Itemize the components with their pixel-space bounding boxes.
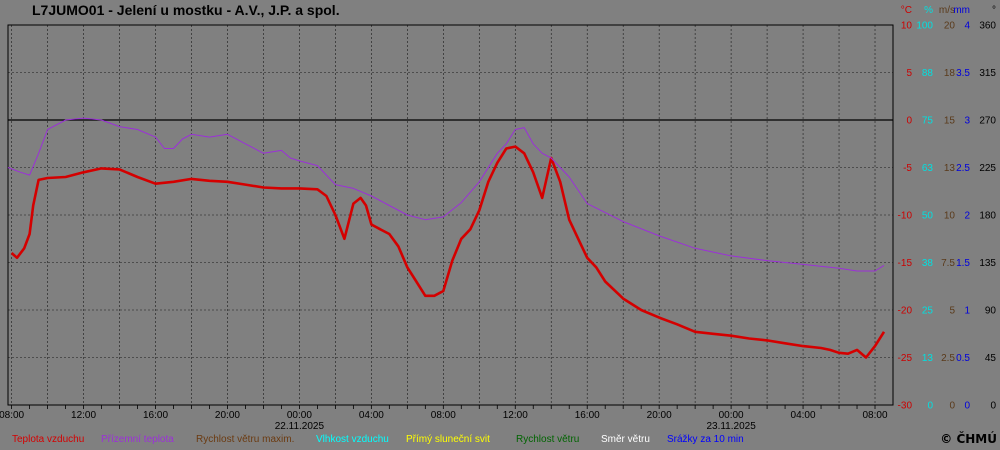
legend-item: Rychlost větru maxim.	[196, 434, 295, 445]
y-tick-label: 75	[922, 116, 934, 127]
legend-item: Teplota vzduchu	[12, 434, 85, 445]
legend-item: Přímý sluneční svit	[406, 434, 490, 445]
y-tick-label: 100	[916, 21, 933, 32]
y-tick-label: 13	[922, 353, 934, 364]
y-axis-unit: °	[992, 5, 996, 16]
series-line-ground-temperature	[7, 117, 885, 272]
date-label: 22.11.2025	[275, 421, 325, 432]
y-tick-label: -15	[898, 258, 913, 269]
y-tick-label: 13	[944, 163, 956, 174]
x-tick-label: 08:00	[862, 410, 887, 421]
y-tick-label: 360	[979, 21, 996, 32]
y-axis-unit: m/s	[939, 5, 955, 16]
legend-item: Srážky za 10 min	[667, 434, 744, 445]
y-tick-label: 90	[985, 306, 997, 317]
y-tick-label: 50	[922, 211, 934, 222]
y-tick-label: -25	[898, 353, 913, 364]
y-tick-label: 10	[901, 21, 913, 32]
x-tick-label: 04:00	[791, 410, 816, 421]
y-tick-label: 2.5	[941, 353, 955, 364]
x-tick-label: 04:00	[359, 410, 384, 421]
y-tick-label: 0	[990, 401, 996, 412]
x-tick-label: 16:00	[575, 410, 600, 421]
y-axis-unit: °C	[901, 5, 912, 16]
legend-item: Vlhkost vzduchu	[316, 434, 389, 445]
x-tick-label: 12:00	[503, 410, 528, 421]
y-tick-label: 0	[906, 116, 912, 127]
y-tick-label: 315	[979, 68, 996, 79]
x-tick-label: 08:00	[0, 410, 25, 421]
legend-item: Směr větru	[601, 434, 650, 445]
x-tick-label: 20:00	[647, 410, 672, 421]
legend-item: Rychlost větru	[516, 434, 580, 445]
series-line-air-temperature	[10, 145, 886, 359]
y-tick-label: -20	[898, 306, 913, 317]
y-tick-label: 135	[979, 258, 996, 269]
y-axis-unit: %	[924, 5, 933, 16]
x-tick-label: 16:00	[143, 410, 168, 421]
y-tick-label: 0	[964, 401, 970, 412]
y-tick-label: 25	[922, 306, 934, 317]
y-tick-label: 20	[944, 21, 956, 32]
y-tick-label: 0	[927, 401, 933, 412]
y-axis-unit: mm	[953, 5, 970, 16]
y-tick-label: 2	[964, 211, 970, 222]
y-tick-label: -5	[903, 163, 912, 174]
y-tick-label: 38	[922, 258, 934, 269]
date-label: 23.11.2025	[706, 421, 756, 432]
y-tick-label: 10	[944, 211, 956, 222]
x-tick-label: 00:00	[719, 410, 744, 421]
y-tick-label: 63	[922, 163, 934, 174]
y-tick-label: 7.5	[941, 258, 955, 269]
y-tick-label: 45	[985, 353, 997, 364]
y-tick-label: 1	[964, 306, 970, 317]
y-tick-label: 0.5	[956, 353, 970, 364]
y-tick-label: 0	[949, 401, 955, 412]
y-tick-label: 225	[979, 163, 996, 174]
y-tick-label: 88	[922, 68, 934, 79]
y-tick-label: 2.5	[956, 163, 970, 174]
y-tick-label: 5	[949, 306, 955, 317]
chart-title: L7JUMO01 - Jelení u mostku - A.V., J.P. …	[32, 2, 340, 18]
x-tick-label: 20:00	[215, 410, 240, 421]
y-tick-label: 18	[944, 68, 956, 79]
x-tick-label: 08:00	[431, 410, 456, 421]
y-tick-label: -30	[898, 401, 913, 412]
y-tick-label: -10	[898, 211, 913, 222]
x-tick-label: 00:00	[287, 410, 312, 421]
y-tick-label: 270	[979, 116, 996, 127]
legend-item: Přízemní teplota	[101, 434, 174, 445]
y-tick-label: 3	[964, 116, 970, 127]
y-tick-label: 180	[979, 211, 996, 222]
y-tick-label: 15	[944, 116, 956, 127]
copyright-label: © ČHMÚ	[940, 432, 997, 446]
y-tick-label: 3.5	[956, 68, 970, 79]
y-tick-label: 4	[964, 21, 970, 32]
y-tick-label: 5	[906, 68, 912, 79]
y-tick-label: 1.5	[956, 258, 970, 269]
x-tick-label: 12:00	[71, 410, 96, 421]
